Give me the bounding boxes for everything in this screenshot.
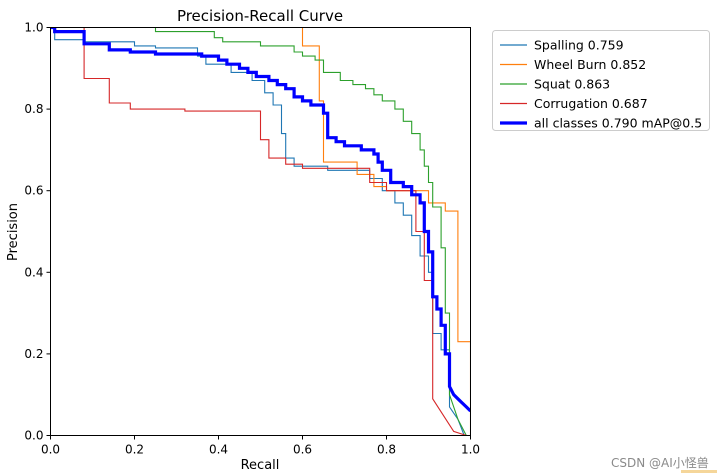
y-tick-label: 1.0	[24, 21, 43, 35]
series-line-0	[50, 27, 471, 437]
x-tick-label: 0.2	[125, 443, 144, 457]
watermark-text: CSDN @AI小怪兽	[611, 456, 709, 470]
x-tick-label: 0.6	[293, 443, 312, 457]
x-axis: 0.0 0.2 0.4 0.6 0.8 1.0	[41, 435, 480, 457]
series-line-2	[50, 27, 471, 437]
x-tick-label: 0.8	[377, 443, 396, 457]
legend: Spalling 0.759 Wheel Burn 0.852 Squat 0.86…	[492, 30, 710, 131]
x-tick-label: 0.4	[209, 443, 228, 457]
plot-area	[50, 27, 471, 437]
y-tick-label: 0.4	[24, 265, 43, 279]
series-line-1	[301, 27, 471, 436]
chart-title: Precision-Recall Curve	[177, 7, 343, 25]
x-tick-label: 0.0	[41, 443, 60, 457]
legend-label-1: Wheel Burn 0.852	[534, 57, 646, 72]
x-tick-label: 1.0	[461, 443, 480, 457]
axes-frame	[50, 27, 471, 436]
legend-label-3: Corrugation 0.687	[534, 96, 648, 111]
series-layer	[50, 27, 471, 437]
y-axis: 0.0 0.2 0.4 0.6 0.8 1.0	[24, 21, 51, 443]
legend-box	[492, 30, 710, 131]
y-tick-label: 0.8	[24, 102, 43, 116]
x-axis-title: Recall	[241, 458, 280, 473]
series-line-4	[50, 27, 471, 413]
y-tick-label: 0.2	[24, 347, 43, 361]
legend-label-4: all classes 0.790 mAP@0.5	[534, 116, 702, 131]
watermark-underline	[681, 470, 717, 473]
series-line-3	[50, 27, 471, 437]
legend-label-0: Spalling 0.759	[534, 38, 624, 53]
y-tick-label: 0.6	[24, 184, 43, 198]
y-axis-title: Precision	[6, 203, 21, 261]
legend-items: Spalling 0.759 Wheel Burn 0.852 Squat 0.86…	[500, 38, 702, 131]
legend-label-2: Squat 0.863	[534, 77, 610, 92]
y-tick-label: 0.0	[24, 429, 43, 443]
